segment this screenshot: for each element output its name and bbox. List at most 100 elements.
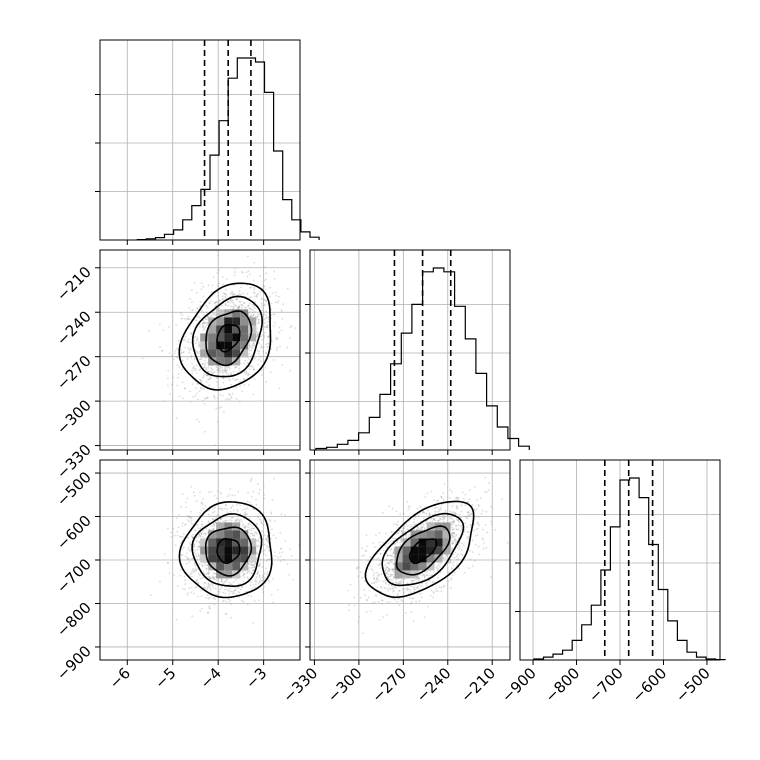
scatter-point [451, 574, 454, 577]
scatter-point [200, 532, 203, 535]
scatter-point [211, 368, 214, 371]
scatter-point [210, 315, 212, 317]
scatter-point [196, 339, 199, 341]
scatter-point [200, 379, 203, 382]
scatter-point [148, 329, 151, 332]
scatter-point [257, 516, 259, 518]
scatter-point [246, 571, 249, 573]
scatter-point [444, 557, 447, 560]
scatter-point [430, 490, 433, 493]
scatter-point [260, 521, 263, 523]
scatter-point [222, 377, 225, 380]
scatter-point [389, 559, 392, 562]
scatter-point [227, 598, 230, 601]
scatter-point [398, 589, 401, 592]
scatter-point [407, 525, 409, 527]
scatter-point [361, 576, 363, 579]
scatter-point [436, 506, 439, 509]
scatter-point [242, 580, 245, 583]
scatter-point [437, 499, 440, 502]
scatter-point [263, 285, 266, 288]
scatter-point [268, 550, 271, 552]
scatter-point [438, 514, 440, 517]
inner-x-ticks-1-1 [313, 450, 493, 455]
scatter-point [462, 491, 464, 494]
scatter-point [187, 515, 190, 518]
scatter-point [256, 545, 259, 548]
scatter-point [452, 532, 455, 534]
scatter-point [229, 507, 232, 510]
scatter-point [266, 573, 268, 576]
scatter-point [453, 527, 456, 530]
scatter-point [415, 600, 417, 603]
scatter-point [240, 303, 243, 306]
scatter-point [386, 559, 388, 562]
scatter-point [475, 535, 477, 537]
scatter-point [253, 295, 256, 298]
scatter-point [369, 610, 372, 613]
scatter-point [187, 347, 189, 349]
scatter-point [218, 407, 221, 409]
scatter-point [386, 554, 389, 557]
scatter-point [442, 519, 444, 521]
scatter-point [252, 566, 255, 569]
scatter-point [389, 587, 392, 590]
scatter-point [195, 291, 198, 294]
scatter-point [168, 572, 171, 574]
density-cell [216, 530, 225, 539]
scatter-point [265, 272, 267, 274]
scatter-point [265, 299, 267, 301]
scatter-point [409, 591, 412, 593]
x-tick-label: −900 [498, 664, 540, 706]
scatter-point [238, 293, 241, 295]
scatter-point [243, 573, 246, 576]
scatter-point [467, 501, 469, 504]
scatter-point [184, 387, 186, 389]
scatter-point [365, 611, 368, 614]
scatter-point [440, 508, 442, 511]
density-cell [240, 546, 249, 555]
scatter-point [275, 294, 278, 297]
scatter-point [183, 524, 186, 526]
scatter-point [202, 375, 205, 378]
scatter-point [191, 301, 193, 303]
scatter-point [180, 554, 183, 556]
scatter-point [196, 392, 198, 395]
scatter-point [445, 554, 448, 557]
scatter-point [199, 574, 201, 577]
scatter-point [244, 511, 247, 513]
scatter-point [188, 351, 191, 354]
scatter-point [464, 522, 466, 525]
scatter-point [196, 558, 199, 561]
scatter-point [213, 395, 216, 398]
scatter-point [198, 533, 201, 536]
scatter-point [477, 545, 480, 548]
scatter-point [215, 516, 217, 519]
scatter-point [258, 536, 261, 539]
scatter-point [162, 329, 165, 332]
scatter-point [393, 585, 396, 588]
scatter-point [213, 578, 216, 581]
scatter-point [252, 569, 255, 571]
scatter-point [450, 548, 453, 551]
scatter-point [365, 599, 368, 601]
scatter-point [459, 524, 462, 527]
scatter-point [177, 339, 180, 342]
scatter-point [238, 369, 241, 372]
scatter-point [254, 378, 256, 380]
scatter-point [249, 345, 252, 348]
scatter-point [265, 380, 267, 383]
scatter-point [243, 383, 246, 386]
scatter-point [278, 552, 281, 554]
scatter-point [231, 583, 233, 586]
scatter-point [262, 285, 265, 288]
scatter-point [386, 572, 388, 574]
contour-line [408, 538, 438, 565]
scatter-point [181, 493, 184, 495]
scatter-point [190, 348, 192, 351]
scatter-point [388, 570, 391, 573]
scatter-point [186, 340, 188, 343]
scatter-point [381, 599, 384, 602]
scatter-point [232, 504, 234, 507]
density-cell [216, 562, 225, 571]
